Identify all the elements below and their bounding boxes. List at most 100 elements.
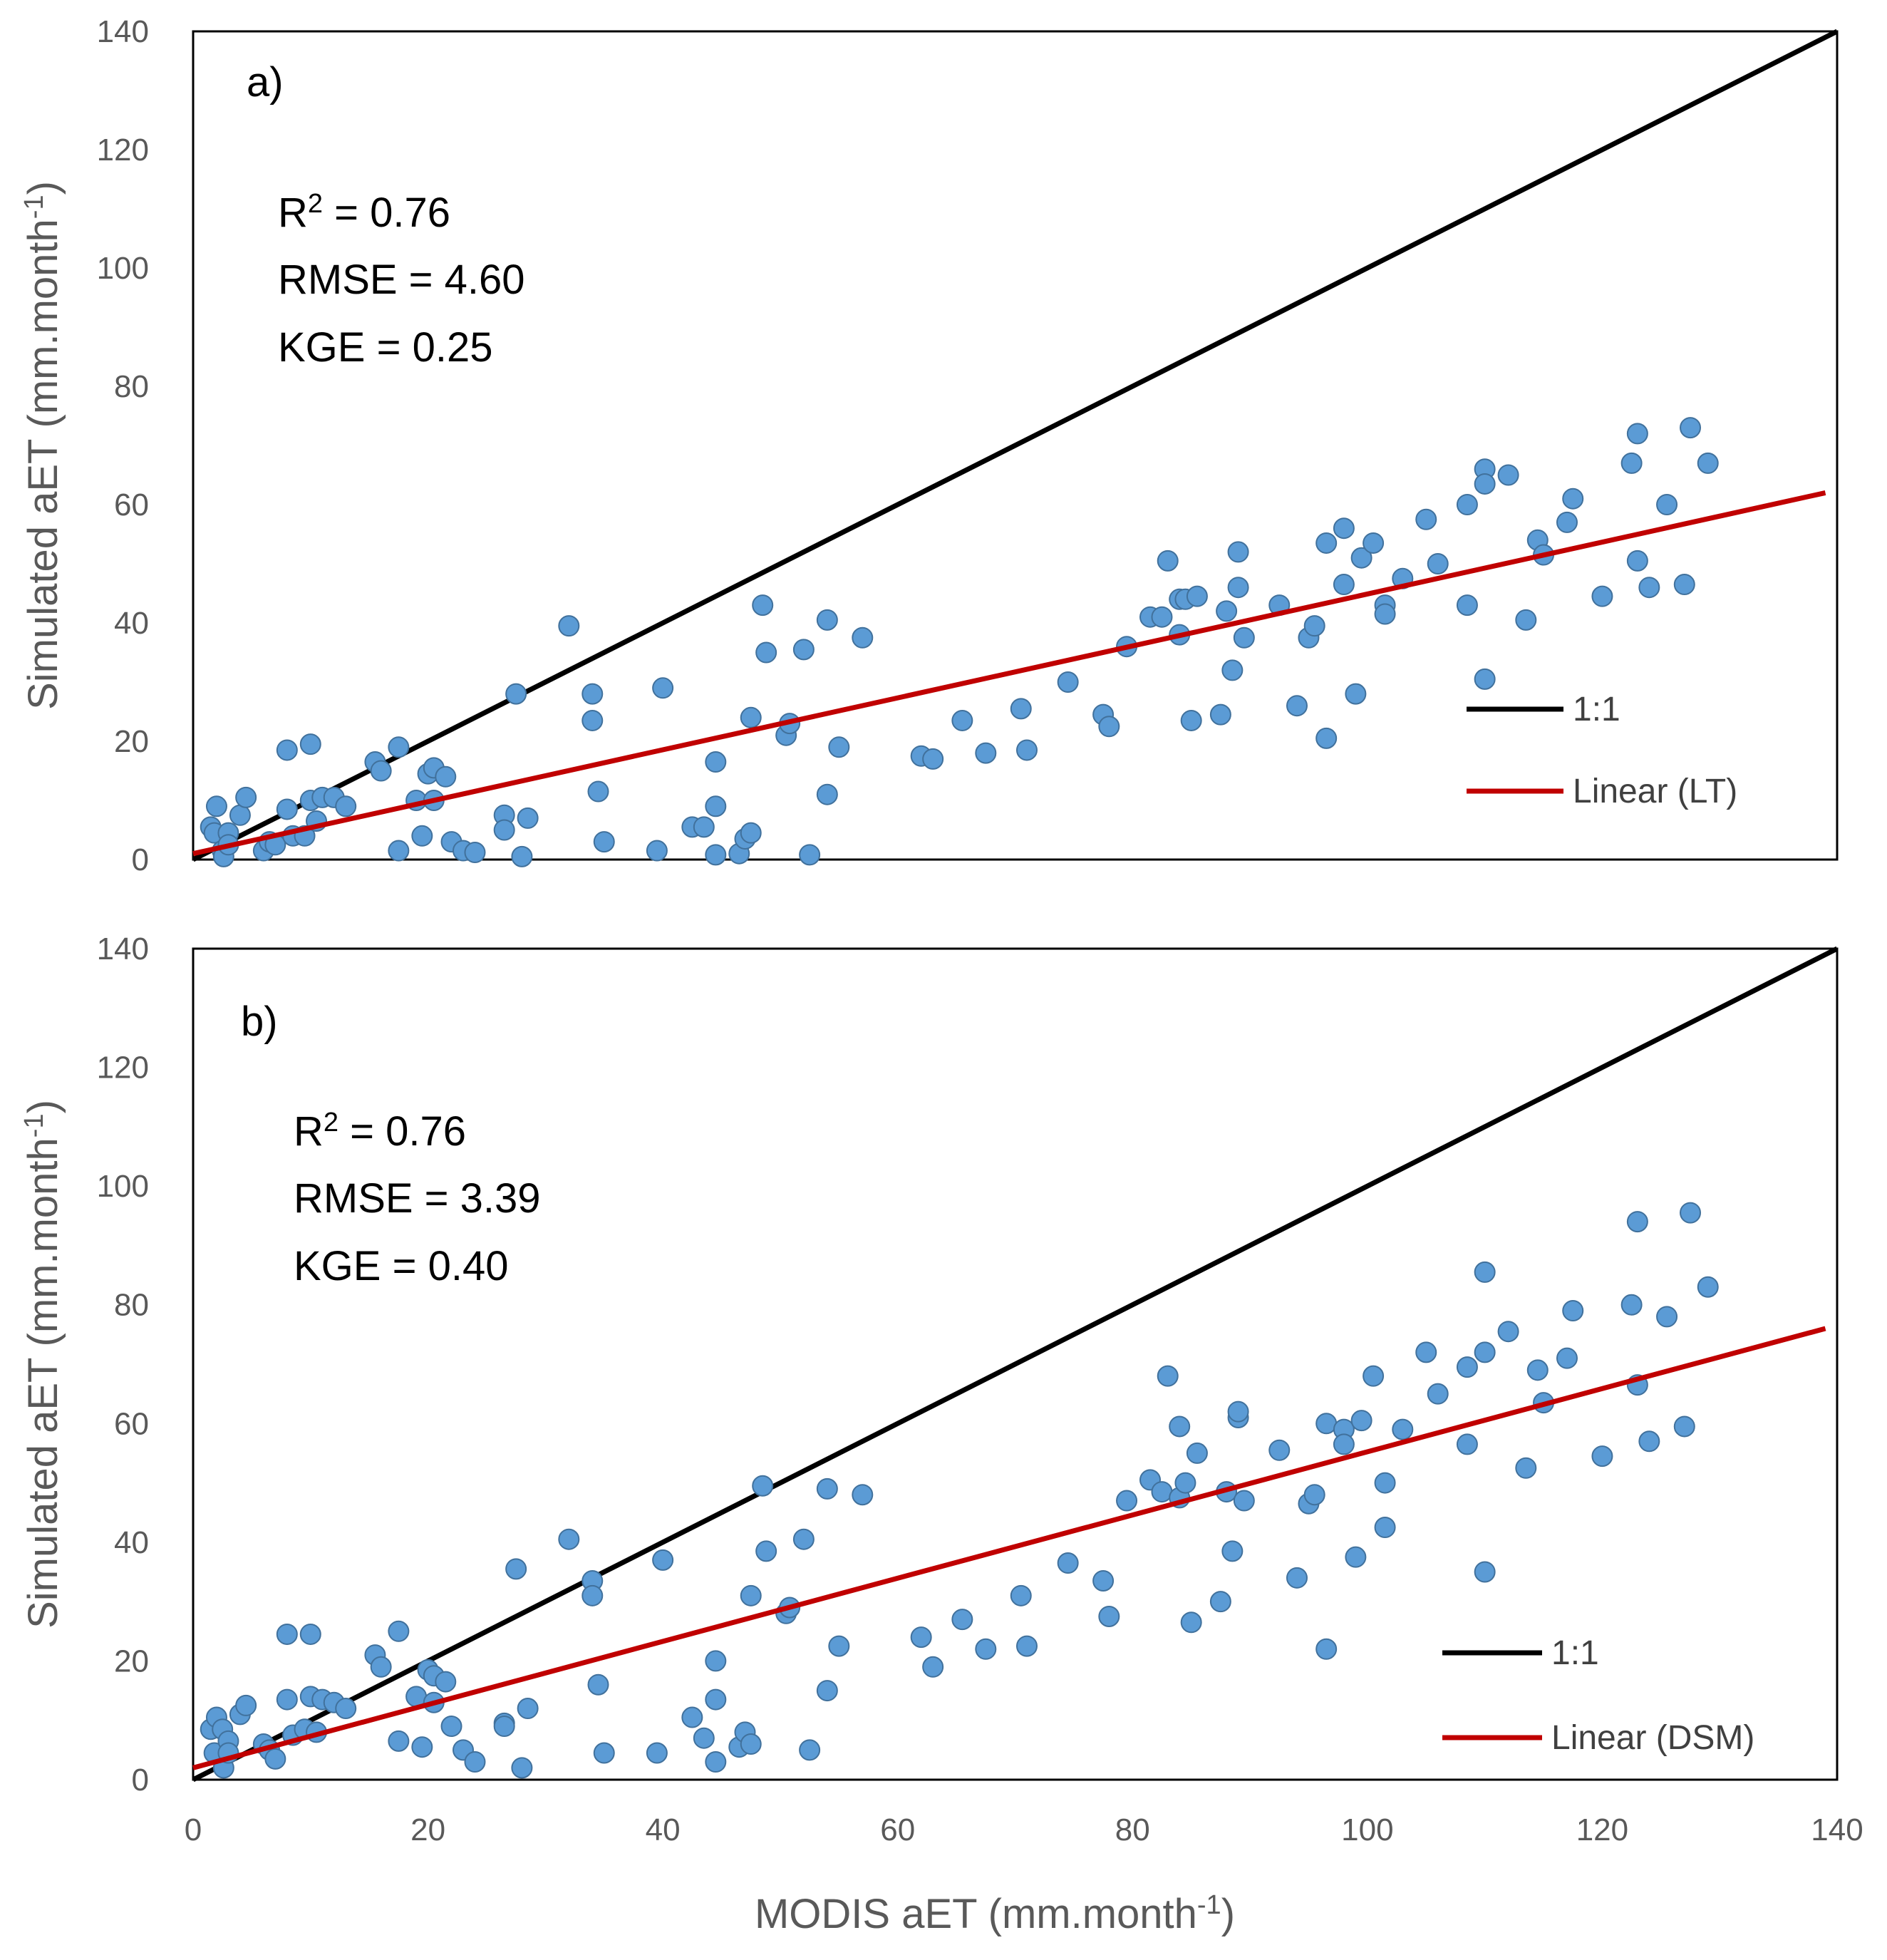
- data-point: [975, 742, 997, 764]
- data-point: [1209, 1591, 1231, 1613]
- data-point: [799, 1739, 821, 1761]
- data-point: [411, 825, 433, 847]
- data-point: [816, 783, 838, 805]
- data-point: [755, 1540, 777, 1562]
- data-point: [1315, 1638, 1338, 1660]
- y-tick-label: 40: [114, 1525, 149, 1560]
- data-point: [1268, 1439, 1291, 1461]
- data-point: [440, 1716, 462, 1738]
- data-point: [951, 709, 973, 731]
- data-point: [1303, 615, 1325, 637]
- data-point: [1620, 1294, 1643, 1316]
- data-point: [464, 842, 486, 864]
- data-point: [581, 683, 604, 705]
- y-tick-label: 40: [114, 606, 149, 641]
- data-point: [558, 615, 580, 637]
- data-point: [922, 1656, 944, 1678]
- data-point: [681, 1706, 703, 1728]
- panel-b-kge: KGE = 0.40: [294, 1243, 508, 1289]
- panel-b-r2-prefix: R: [294, 1108, 324, 1155]
- data-point: [1333, 517, 1355, 540]
- data-point: [740, 706, 762, 728]
- data-point: [511, 1757, 533, 1779]
- panel-b-y-axis-title-main: Simulated aET (mm.month: [20, 1138, 66, 1629]
- data-point: [1151, 606, 1173, 628]
- data-point: [1169, 1415, 1191, 1438]
- data-point: [705, 1688, 727, 1711]
- panel-a-frame: [192, 30, 1839, 861]
- data-point: [1015, 739, 1038, 761]
- data-point: [435, 765, 457, 788]
- panel-a-legend-label-trend: Linear (LT): [1573, 773, 1737, 810]
- data-point: [1673, 1415, 1695, 1438]
- data-point: [1673, 574, 1695, 596]
- data-point: [1515, 609, 1537, 631]
- data-point: [1427, 553, 1449, 574]
- data-point: [1180, 709, 1202, 731]
- data-point: [1556, 1347, 1578, 1369]
- data-point: [1233, 626, 1255, 649]
- data-point: [1474, 473, 1496, 495]
- data-point: [1333, 1433, 1355, 1455]
- panel-a-y-axis-title-sup: -1: [19, 195, 49, 219]
- data-point: [705, 1650, 727, 1672]
- panel-a-rmse: RMSE = 4.60: [278, 257, 525, 303]
- data-point: [1427, 1383, 1449, 1405]
- data-point: [752, 1475, 774, 1497]
- data-point: [975, 1638, 997, 1660]
- panel-a-r2-sup: 2: [308, 189, 323, 219]
- panel-a-kge: KGE = 0.25: [278, 324, 492, 371]
- data-point: [1315, 727, 1338, 749]
- panel-a-one-to-one-line: [192, 29, 1839, 862]
- y-tick-label: 140: [97, 932, 149, 966]
- data-point: [1216, 600, 1238, 622]
- data-point: [1233, 1490, 1255, 1512]
- data-point: [1098, 1605, 1120, 1627]
- data-point: [646, 840, 668, 862]
- data-point: [705, 795, 727, 817]
- data-point: [1374, 603, 1396, 625]
- data-point: [1591, 1445, 1613, 1468]
- data-point: [1697, 452, 1719, 474]
- data-point: [1186, 585, 1208, 607]
- panel-b-y-axis-title-sup: -1: [19, 1113, 49, 1138]
- data-point: [593, 1742, 615, 1764]
- data-point: [1186, 1442, 1208, 1464]
- data-point: [1286, 1567, 1308, 1589]
- data-point: [1015, 1635, 1038, 1657]
- data-point: [235, 786, 257, 808]
- x-tick-label: 0: [185, 1812, 202, 1847]
- panel-b-y-axis-title: Simulated aET (mm.month-1): [19, 1100, 66, 1629]
- data-point: [1497, 1321, 1519, 1343]
- data-point: [1697, 1276, 1719, 1298]
- data-point: [705, 844, 727, 866]
- y-tick-label: 100: [97, 1169, 149, 1204]
- panel-a-r2-prefix: R: [278, 190, 308, 236]
- data-point: [581, 709, 604, 731]
- data-point: [1374, 1517, 1396, 1539]
- data-point: [1221, 1540, 1244, 1562]
- panel-a-r2: R2 = 0.76: [278, 189, 450, 236]
- data-point: [705, 751, 727, 773]
- data-point: [740, 1733, 762, 1755]
- data-point: [1415, 508, 1437, 530]
- data-point: [792, 639, 815, 661]
- panel-b-frame: [192, 947, 1839, 1781]
- x-tick-label: 120: [1576, 1812, 1628, 1847]
- data-point: [816, 1680, 838, 1702]
- data-point: [1456, 1433, 1478, 1455]
- data-point: [1157, 1365, 1179, 1387]
- data-point: [646, 1742, 668, 1764]
- panel-b-r2: R2 = 0.76: [294, 1108, 466, 1155]
- data-point: [828, 736, 850, 758]
- panel-a-trend-line: [192, 490, 1826, 857]
- y-tick-label: 20: [114, 724, 149, 759]
- data-point: [1092, 1569, 1115, 1592]
- data-point: [740, 822, 762, 844]
- data-point: [1303, 1484, 1325, 1506]
- data-point: [652, 1549, 674, 1571]
- data-point: [335, 795, 357, 817]
- data-point: [1474, 1261, 1496, 1283]
- data-point: [370, 760, 392, 782]
